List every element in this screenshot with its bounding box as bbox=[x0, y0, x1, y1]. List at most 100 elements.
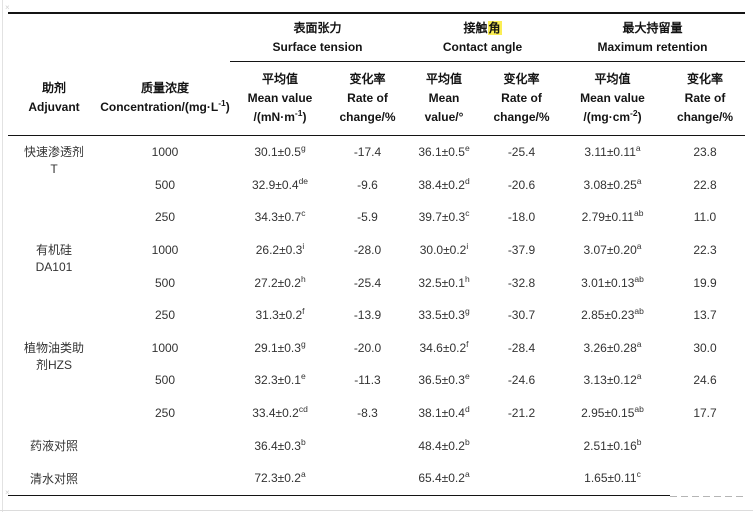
group-title-zh: 最大持留量 bbox=[622, 20, 683, 35]
adjuvant-name-line2: DA101 bbox=[35, 259, 73, 274]
cell-ca-mean: 36.5±0.3e bbox=[418, 371, 470, 388]
scan-artifact-mark: × bbox=[5, 3, 10, 12]
significance-letter: g bbox=[300, 338, 306, 349]
significance-letter: a bbox=[464, 469, 470, 480]
significance-letter: cd bbox=[298, 404, 308, 415]
significance-letter: h bbox=[464, 273, 470, 284]
significance-letter: d bbox=[464, 175, 470, 186]
significance-letter: c bbox=[301, 208, 306, 219]
cell-ca-rate: -32.8 bbox=[507, 275, 536, 290]
col-label-en: Rate of bbox=[347, 91, 388, 105]
significance-letter: e bbox=[300, 371, 306, 382]
search-highlight: 角 bbox=[487, 20, 502, 35]
cell-st-rate: -5.9 bbox=[357, 210, 378, 225]
group-title-en: Maximum retention bbox=[597, 39, 708, 54]
significance-letter: b bbox=[636, 436, 642, 447]
cell-concentration bbox=[100, 461, 230, 496]
cell-concentration bbox=[100, 429, 230, 462]
cell-st-mean: 32.3±0.1e bbox=[254, 371, 306, 388]
significance-letter: d bbox=[464, 404, 470, 415]
column-header-concentration: 质量浓度 Concentration/(mg·L-1) bbox=[100, 61, 230, 136]
cell-mr-rate bbox=[665, 461, 746, 496]
group-header-max-retention: 最大持留量 Maximum retention bbox=[560, 13, 746, 62]
col-label-en: Concentration/(mg·L-1) bbox=[100, 98, 230, 117]
adjuvant-performance-table: 表面张力 Surface tension 接触角 Contact angle 最… bbox=[8, 12, 746, 496]
cell-mr-rate: 19.9 bbox=[693, 275, 717, 290]
cell-ca-rate: -37.9 bbox=[507, 243, 536, 258]
cell-mr-mean: 3.01±0.13ab bbox=[581, 273, 644, 290]
cell-st-mean: 34.3±0.7c bbox=[254, 208, 306, 225]
col-label-en: Rate of bbox=[684, 91, 726, 105]
cell-mr-mean: 2.79±0.11ab bbox=[581, 208, 644, 225]
cell-ca-mean: 36.1±0.5e bbox=[418, 143, 470, 160]
col-label-zh: 变化率 bbox=[349, 72, 386, 86]
cell-adjuvant-name: 清水对照 bbox=[8, 461, 100, 496]
group-title-en: Contact angle bbox=[442, 39, 523, 54]
dashed-rule-segment bbox=[670, 495, 747, 498]
cell-ca-mean: 33.5±0.3g bbox=[418, 306, 470, 323]
significance-letter: i bbox=[466, 241, 469, 252]
cell-ca-rate: -30.7 bbox=[507, 308, 536, 323]
cell-adjuvant-name: 快速渗透剂 T bbox=[8, 136, 100, 234]
col-label-unit: /(mN·m-1) bbox=[230, 108, 330, 127]
unit-text: ) bbox=[637, 110, 642, 124]
cell-concentration: 500 bbox=[154, 177, 176, 192]
table-row: 250 31.3±0.2f -13.9 33.5±0.3g -30.7 2.85… bbox=[8, 299, 745, 332]
significance-letter: i bbox=[302, 241, 305, 252]
column-header-st-rate: 变化率 Rate of change/% bbox=[330, 61, 405, 136]
cell-st-rate: -11.3 bbox=[354, 373, 381, 388]
column-header-mr-rate: 变化率 Rate of change/% bbox=[665, 61, 746, 136]
cell-ca-mean: 38.4±0.2d bbox=[418, 175, 470, 192]
cell-ca-rate: -18.0 bbox=[507, 210, 536, 225]
adjuvant-name-line2: T bbox=[50, 162, 58, 176]
significance-letter: de bbox=[298, 175, 309, 186]
cell-ca-mean: 32.5±0.1h bbox=[418, 273, 470, 290]
col-label-unit: /(mg·cm-2) bbox=[560, 108, 665, 127]
cell-mr-rate: 11.0 bbox=[693, 210, 717, 225]
scan-artifact-mark: × bbox=[5, 488, 10, 497]
faded-rule-watermark bbox=[670, 494, 747, 500]
col-label-zh: 平均值 bbox=[261, 72, 298, 86]
adjuvant-name-line2: 剂HZS bbox=[35, 357, 72, 372]
group-title-en: Surface tension bbox=[272, 39, 363, 54]
sub-header-row: 助剂 Adjuvant 质量浓度 Concentration/(mg·L-1) … bbox=[8, 61, 746, 136]
significance-letter: a bbox=[636, 241, 642, 252]
cell-st-rate: -25.4 bbox=[353, 275, 382, 290]
unit-text: ) bbox=[225, 100, 230, 115]
table-row: 植物油类助 剂HZS 1000 29.1±0.3g -20.0 34.6±0.2… bbox=[8, 332, 745, 372]
group-title-zh: 接触角 bbox=[405, 19, 560, 38]
adjuvant-name-line1: 快速渗透剂 bbox=[23, 145, 84, 159]
table-body: 快速渗透剂 T 1000 30.1±0.5g -17.4 36.1±0.5e -… bbox=[8, 136, 746, 496]
significance-letter: c bbox=[465, 208, 470, 219]
cell-st-mean: 31.3±0.2f bbox=[255, 306, 305, 323]
significance-letter: ab bbox=[634, 273, 644, 284]
cell-ca-rate bbox=[483, 461, 560, 496]
cell-ca-rate: -20.6 bbox=[507, 177, 536, 192]
column-header-st-mean: 平均值 Mean value /(mN·m-1) bbox=[230, 61, 330, 136]
cell-concentration: 250 bbox=[154, 308, 176, 323]
group-title-zh: 表面张力 bbox=[293, 20, 342, 35]
cell-ca-mean: 38.1±0.4d bbox=[418, 404, 470, 421]
cell-ca-mean: 39.7±0.3c bbox=[418, 208, 470, 225]
cell-concentration: 1000 bbox=[151, 243, 179, 258]
col-label-zh: 平均值 bbox=[425, 72, 462, 86]
table-row: 有机硅 DA101 1000 26.2±0.3i -28.0 30.0±0.2i… bbox=[8, 234, 745, 274]
cell-st-rate: -9.6 bbox=[357, 177, 378, 192]
table-row-control: 清水对照 72.3±0.2a 65.4±0.2a 1.65±0.11c bbox=[8, 461, 746, 496]
col-label-unit: change/% bbox=[339, 110, 396, 124]
cell-concentration: 250 bbox=[154, 210, 176, 225]
significance-letter: f bbox=[466, 338, 469, 349]
cell-mr-rate: 22.3 bbox=[693, 243, 717, 258]
adjuvant-name-line1: 有机硅 bbox=[35, 242, 72, 257]
table-row: 快速渗透剂 T 1000 30.1±0.5g -17.4 36.1±0.5e -… bbox=[8, 136, 745, 176]
significance-letter: g bbox=[300, 143, 306, 154]
col-label-zh: 助剂 bbox=[41, 81, 66, 96]
cell-ca-rate: -25.4 bbox=[507, 145, 536, 160]
unit-exponent: -1 bbox=[218, 98, 226, 109]
significance-letter: c bbox=[636, 469, 641, 480]
cell-st-rate: -13.9 bbox=[353, 308, 382, 323]
cell-st-mean: 30.1±0.5g bbox=[254, 143, 306, 160]
cell-ca-mean: 65.4±0.2a bbox=[405, 461, 483, 496]
cell-mr-rate: 23.8 bbox=[693, 145, 717, 160]
column-header-mr-mean: 平均值 Mean value /(mg·cm-2) bbox=[560, 61, 665, 136]
